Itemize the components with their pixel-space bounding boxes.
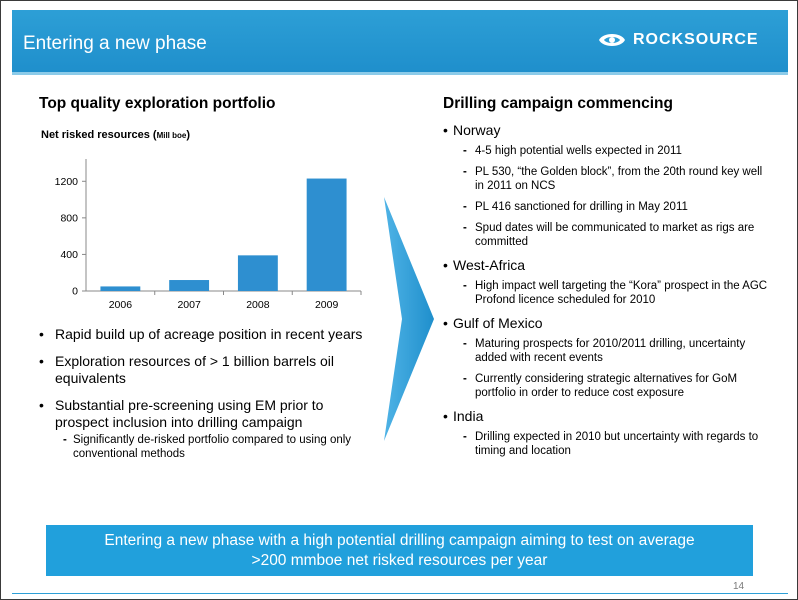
india-item: Drilling expected in 2010 but uncertaint… — [443, 430, 773, 458]
norway-item: Spud dates will be communicated to marke… — [443, 221, 773, 249]
left-sub-bullet: Significantly de-risked portfolio compar… — [39, 433, 369, 461]
y-tick-label: 1200 — [55, 176, 79, 188]
company-logo: ROCKSOURCE — [597, 31, 759, 49]
right-arrow-icon — [384, 197, 434, 441]
header-divider — [12, 72, 788, 75]
region-gulf-of-mexico: Gulf of Mexico — [443, 314, 773, 332]
bar-2006 — [100, 286, 141, 291]
chart-title: Net risked resources (Mill boe) — [41, 129, 190, 141]
conclusion-callout: Entering a new phase with a high potenti… — [46, 525, 753, 576]
left-bullet: Exploration resources of > 1 billion bar… — [39, 353, 369, 387]
y-tick-label: 400 — [60, 249, 78, 261]
chart-title-main: Net risked resources ( — [41, 129, 157, 141]
left-heading: Top quality exploration portfolio — [39, 95, 276, 112]
y-tick-label: 800 — [60, 212, 78, 224]
header-band — [12, 10, 788, 72]
west-africa-item: High impact well targeting the “Kora” pr… — [443, 279, 773, 307]
gulf-of-mexico-item: Currently considering strategic alternat… — [443, 372, 773, 400]
left-bullet: Rapid build up of acreage position in re… — [39, 326, 369, 343]
x-tick-label: 2009 — [315, 299, 339, 311]
bar-2009 — [306, 178, 347, 291]
rocksource-logo-icon — [599, 34, 625, 46]
norway-item: PL 416 sanctioned for drilling in May 20… — [443, 200, 773, 214]
resources-bar-chart: 0 400 800 1200 2006 2007 2008 2009 — [55, 159, 362, 311]
y-tick-label: 0 — [72, 286, 78, 298]
logo-text: ROCKSOURCE — [633, 31, 759, 48]
region-norway: Norway — [443, 121, 773, 139]
x-tick-label: 2008 — [246, 299, 270, 311]
bar-2008 — [237, 255, 278, 291]
left-bullet: Substantial pre-screening using EM prior… — [39, 397, 369, 431]
bar-2007 — [169, 280, 210, 291]
chart-title-close: ) — [186, 129, 191, 141]
page-number: 14 — [733, 581, 745, 592]
gulf-of-mexico-item: Maturing prospects for 2010/2011 drillin… — [443, 337, 773, 365]
x-tick-label: 2007 — [177, 299, 201, 311]
callout-line-1: Entering a new phase with a high potenti… — [104, 532, 695, 549]
norway-item: 4-5 high potential wells expected in 201… — [443, 144, 773, 158]
x-tick-label: 2006 — [109, 299, 133, 311]
callout-line-2: >200 mmboe net risked resources per year — [251, 552, 548, 569]
region-west-africa: West-Africa — [443, 256, 773, 274]
norway-item: PL 530, “the Golden block”, from the 20t… — [443, 165, 773, 193]
right-bullet-list: Norway 4-5 high potential wells expected… — [443, 121, 773, 465]
chart-title-unit: Mill boe — [156, 131, 187, 140]
region-india: India — [443, 407, 773, 425]
right-heading: Drilling campaign commencing — [443, 95, 673, 112]
left-bullet-list: Rapid build up of acreage position in re… — [39, 326, 369, 461]
slide-title: Entering a new phase — [23, 33, 207, 54]
footer-divider — [12, 593, 788, 594]
